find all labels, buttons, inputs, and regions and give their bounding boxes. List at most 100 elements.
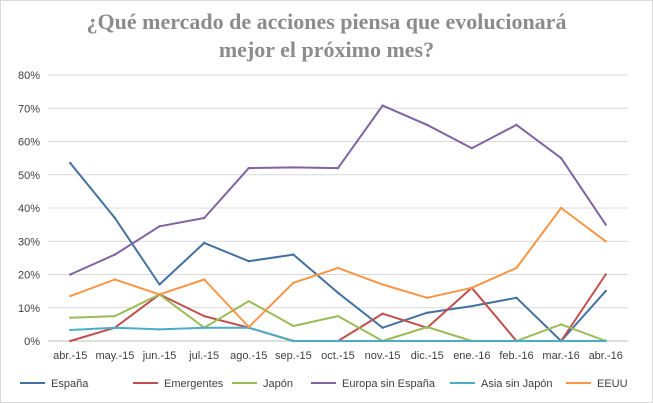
- data-point: [426, 296, 429, 299]
- data-point: [202, 278, 206, 281]
- data-point: [559, 339, 563, 343]
- data-point: [292, 281, 295, 285]
- data-point: [69, 294, 72, 298]
- x-tick-label: ago.-15: [230, 350, 267, 362]
- data-point: [470, 146, 474, 150]
- data-point: [158, 225, 161, 228]
- data-point: [336, 166, 340, 170]
- x-tick-label: jul.-15: [188, 350, 219, 362]
- series-line: [69, 104, 607, 276]
- data-point: [69, 328, 72, 332]
- y-tick-label: 50%: [18, 170, 40, 182]
- data-point: [113, 278, 117, 281]
- data-point: [604, 339, 607, 343]
- data-point: [336, 314, 340, 318]
- data-point: [113, 216, 117, 220]
- data-point: [336, 266, 340, 270]
- chart-title: ¿Qué mercado de acciones piensa que evol…: [0, 8, 653, 64]
- x-tick-label: jun.-15: [142, 350, 177, 362]
- data-point: [381, 339, 384, 343]
- legend-label: Emergentes: [164, 378, 224, 390]
- data-point: [202, 216, 206, 220]
- y-tick-label: 80%: [18, 70, 40, 82]
- data-point: [381, 312, 384, 315]
- data-point: [515, 123, 518, 127]
- x-tick-label: feb.-16: [499, 350, 533, 362]
- y-tick-label: 60%: [18, 137, 40, 149]
- legend-label: Japón: [263, 378, 293, 390]
- data-point: [604, 223, 607, 226]
- data-point: [515, 339, 518, 343]
- data-point: [470, 304, 474, 308]
- data-point: [559, 323, 563, 326]
- data-point: [470, 339, 474, 343]
- x-tick-label: oct.-15: [321, 350, 355, 362]
- data-point: [426, 311, 429, 314]
- y-tick-label: 0%: [24, 336, 40, 348]
- data-point: [292, 166, 295, 169]
- data-point: [292, 324, 295, 328]
- data-point: [604, 273, 607, 276]
- x-tick-label: nov.-15: [365, 350, 401, 362]
- legend-label: EEUU: [597, 378, 628, 390]
- y-tick-label: 40%: [18, 203, 40, 215]
- series-line: [69, 326, 607, 342]
- series-eeuu: [69, 206, 607, 329]
- chart-title-line-1: ¿Qué mercado de acciones piensa que evol…: [86, 9, 567, 34]
- data-point: [470, 286, 474, 289]
- data-point: [202, 326, 206, 329]
- x-tick-label: ene.-16: [453, 350, 490, 362]
- data-point: [247, 325, 250, 329]
- y-tick-label: 20%: [18, 270, 40, 282]
- data-point: [69, 273, 72, 276]
- data-point: [202, 314, 206, 318]
- x-tick-label: abr.-15: [53, 350, 87, 362]
- data-point: [69, 316, 72, 319]
- data-point: [113, 326, 117, 329]
- legend-label: España: [51, 378, 89, 390]
- data-point: [292, 339, 295, 343]
- chart-title-line-2: mejor el próximo mes?: [218, 37, 435, 62]
- data-point: [381, 326, 384, 329]
- data-point: [69, 161, 72, 165]
- y-tick-label: 30%: [18, 236, 40, 248]
- data-point: [247, 260, 250, 263]
- data-point: [381, 283, 384, 286]
- data-point: [247, 299, 250, 303]
- x-tick-label: abr.-16: [589, 350, 623, 362]
- legend-label: Europa sin España: [342, 378, 436, 390]
- data-point: [559, 156, 563, 160]
- data-point: [158, 328, 161, 331]
- data-point: [113, 253, 117, 256]
- x-tick-label: dic.-15: [411, 350, 444, 362]
- data-point: [69, 339, 72, 343]
- series-asia-sin-japón: [69, 326, 607, 343]
- x-tick-label: may.-15: [95, 350, 134, 362]
- data-point: [158, 293, 161, 296]
- data-point: [292, 253, 295, 256]
- y-tick-label: 10%: [18, 303, 40, 315]
- data-point: [426, 123, 429, 127]
- data-point: [515, 296, 518, 299]
- legend-label: Asia sin Japón: [481, 378, 553, 390]
- data-point: [202, 241, 206, 245]
- data-point: [158, 283, 161, 286]
- y-tick-label: 70%: [18, 103, 40, 115]
- data-point: [426, 325, 429, 329]
- data-point: [247, 166, 250, 170]
- data-point: [426, 339, 429, 343]
- data-point: [336, 291, 340, 294]
- series-line: [69, 162, 607, 342]
- series-europa-sin-españa: [69, 104, 607, 276]
- data-point: [604, 240, 607, 243]
- data-point: [381, 104, 384, 107]
- data-point: [515, 266, 518, 270]
- data-point: [559, 206, 563, 210]
- x-tick-label: mar.-16: [542, 350, 579, 362]
- data-point: [604, 289, 607, 293]
- data-point: [113, 314, 117, 318]
- data-point: [336, 339, 340, 343]
- x-tick-label: sep.-15: [275, 350, 312, 362]
